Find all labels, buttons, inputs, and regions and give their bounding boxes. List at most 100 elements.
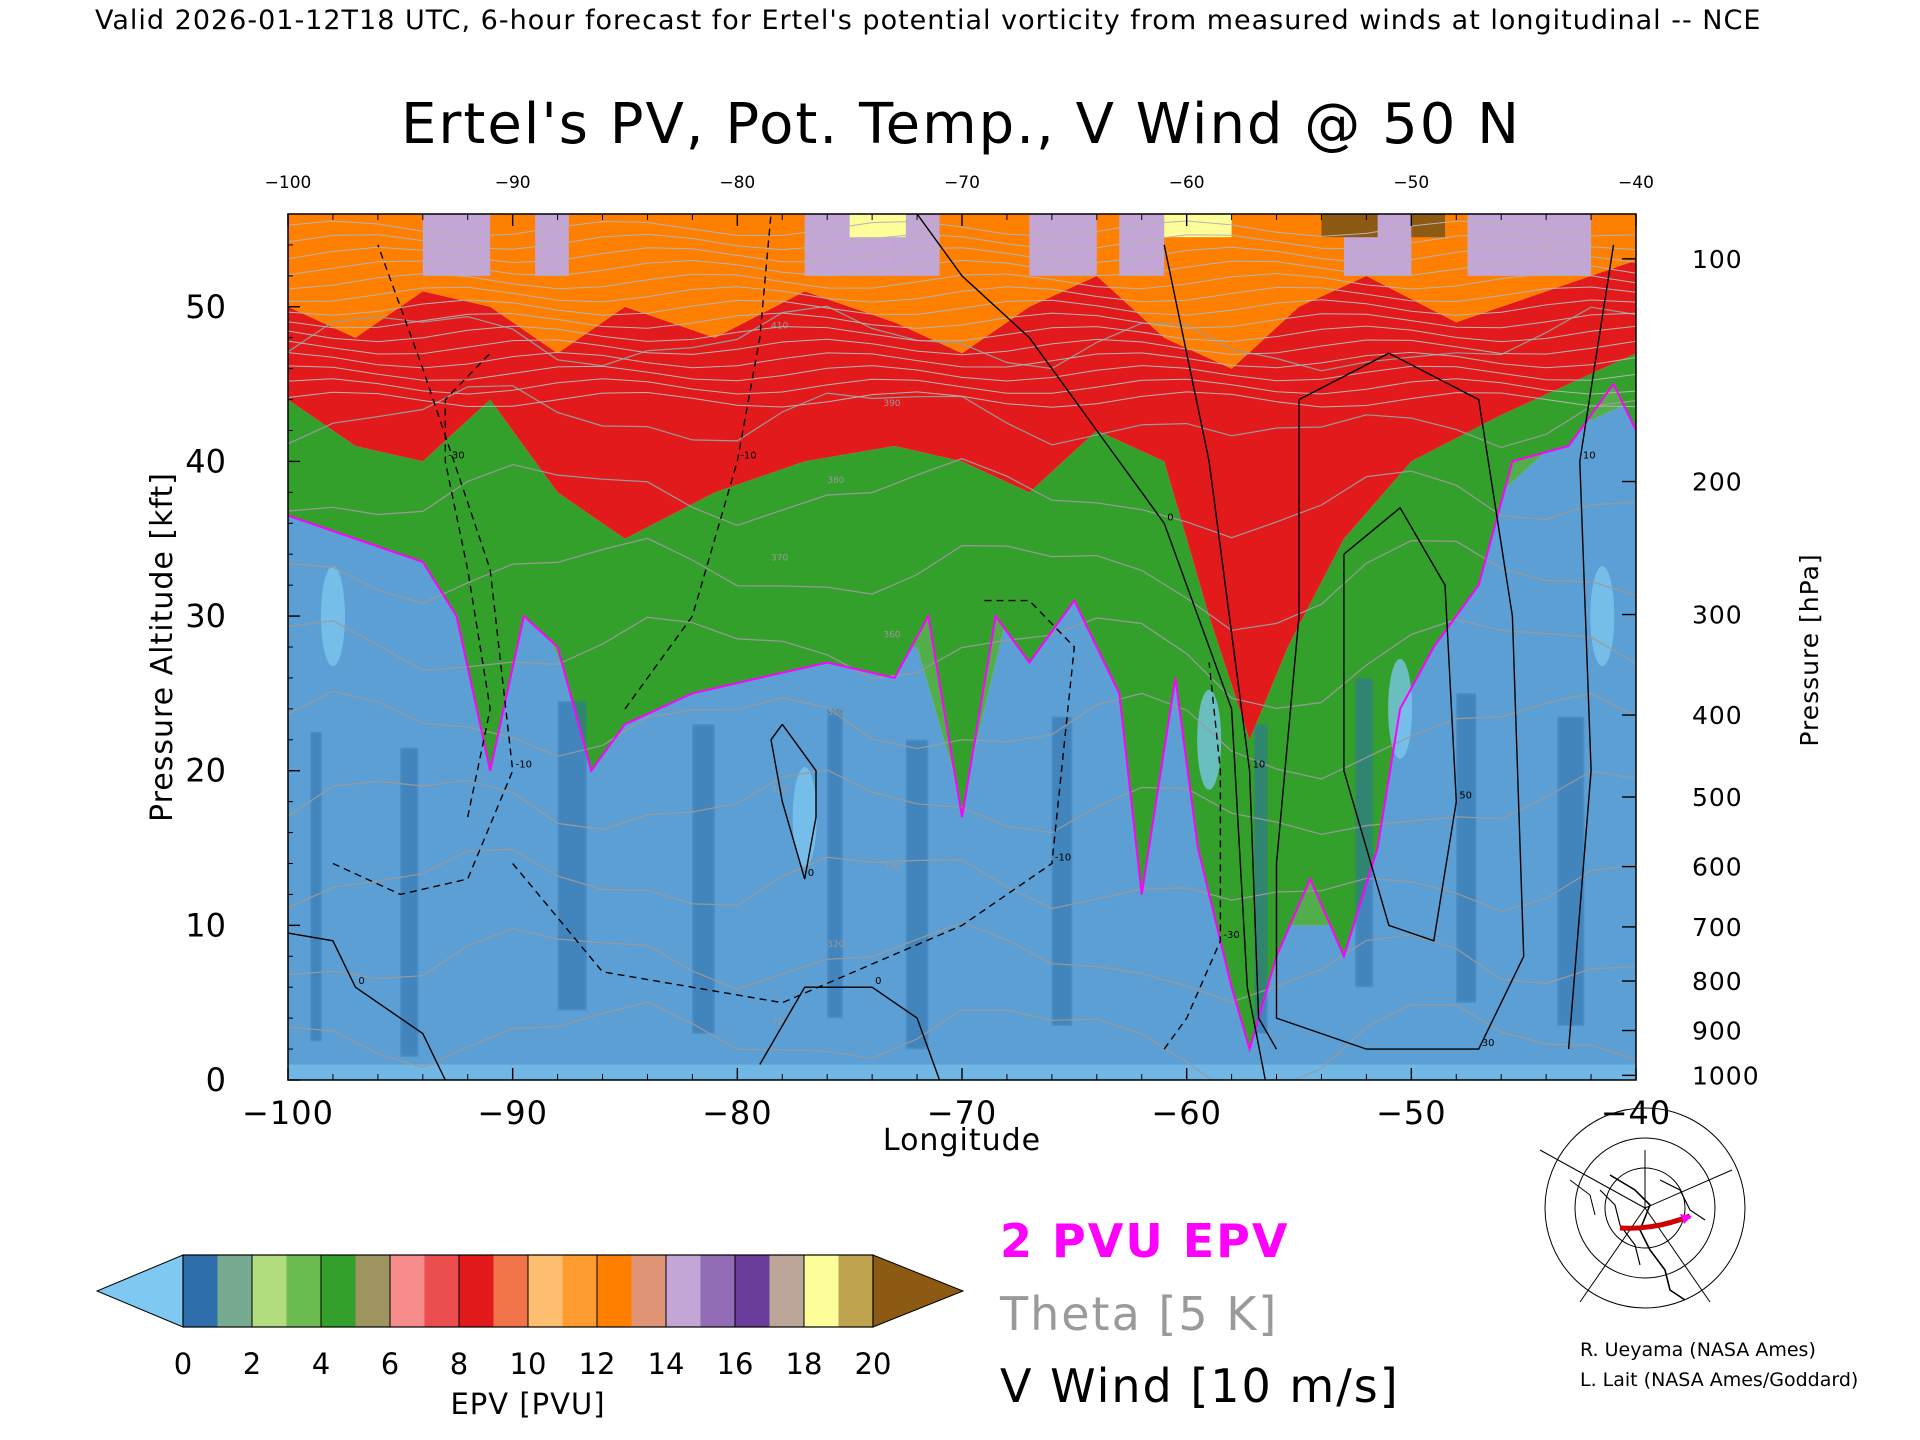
- theta-contour-350: [288, 690, 1636, 780]
- theta-contour-410: [288, 305, 1636, 372]
- pv-shade-dark-8: [1355, 677, 1374, 988]
- pressure-tick-label-4: 600: [1692, 853, 1743, 882]
- top-tick-label-1: −90: [495, 173, 531, 193]
- pv-shade-dark-1: [400, 747, 419, 1057]
- top-tick-label-5: −50: [1393, 173, 1429, 193]
- colorbar-segment-blend-2: [355, 1255, 390, 1327]
- y-tick-label-0: 0: [206, 1061, 226, 1099]
- colorbar-tick-label-1: 2: [243, 1347, 261, 1381]
- theta-contour-upper-10: [288, 259, 1636, 277]
- pressure-tick-label-2: 800: [1692, 967, 1743, 996]
- legend-theta: Theta [5 K]: [999, 1287, 1278, 1341]
- v-wind-label-zero-west: 0: [358, 976, 364, 987]
- y-axis-label-right: Pressure [hPa]: [1795, 553, 1824, 746]
- theta-contour-upper-3: [288, 351, 1636, 369]
- v-wind-label-neg10-mid: -10: [740, 450, 756, 461]
- pv-band-green-dark: [288, 353, 1636, 1050]
- x-tick-label-1: −90: [477, 1094, 548, 1132]
- colorbar-over-arrow: [872, 1254, 965, 1328]
- theta-contour-label-390: 390: [883, 399, 900, 409]
- colorbar-tick-label-8: 16: [717, 1347, 754, 1381]
- pv-band-troposphere: [288, 399, 1636, 1080]
- colorbar-tick-label-5: 10: [510, 1347, 547, 1381]
- colorbar-segment-blend-0: [217, 1255, 252, 1327]
- legend-2pvu: 2 PVU EPV: [1000, 1214, 1289, 1268]
- top-tick-label-3: −70: [944, 173, 980, 193]
- colorbar-tick-label-0: 0: [174, 1347, 192, 1381]
- pv-shade-dark-9: [1456, 693, 1477, 1003]
- colorbar-segment-blend-7: [700, 1255, 735, 1327]
- v-wind-label-east-edge: 10: [1583, 450, 1596, 461]
- theta-contour-340: [288, 769, 1636, 835]
- v-wind-label-neg10-low: -10: [1055, 853, 1071, 864]
- top-tick-label-4: −60: [1169, 173, 1205, 193]
- colorbar-tick-label-6: 12: [579, 1347, 616, 1381]
- x-axis-label: Longitude: [883, 1123, 1041, 1158]
- y-tick-label-4: 40: [185, 442, 226, 480]
- chart-title: Ertel's PV, Pot. Temp., V Wind @ 50 N: [401, 92, 1521, 157]
- v-wind-contour-zero-jet: [916, 214, 1266, 1080]
- pv-shade-light-2: [1197, 689, 1222, 790]
- theta-contour-320: [288, 921, 1636, 1003]
- v-wind-contour-neg10-low: [512, 599, 1076, 1004]
- v-wind-label-zero-jet: 0: [1167, 512, 1173, 523]
- pressure-tick-label-8: 200: [1692, 468, 1743, 497]
- colorbar-tick-label-2: 4: [312, 1347, 330, 1381]
- colorbar-under-arrow: [95, 1254, 184, 1328]
- pv-patch-high-2: [1321, 214, 1378, 238]
- v-wind-label-pos30: 30: [1482, 1038, 1495, 1049]
- pv-shade-dark-3: [692, 724, 715, 1034]
- v-wind-label-neg10-west: -10: [516, 760, 532, 771]
- theta-contour-330: [288, 848, 1636, 912]
- v-wind-contour-zero-cell-a: [770, 723, 817, 880]
- pressure-tick-label-1: 900: [1692, 1017, 1743, 1046]
- v-wind-contour-neg10-west: [332, 244, 514, 896]
- valid-header: Valid 2026-01-12T18 UTC, 6-hour forecast…: [95, 5, 1761, 36]
- theta-contour-upper-8: [288, 286, 1636, 303]
- top-tick-label-0: −100: [265, 173, 312, 193]
- pressure-tick-label-7: 300: [1692, 601, 1743, 630]
- x-tick-label-4: −60: [1151, 1094, 1222, 1132]
- theta-contour-label-310: 310: [771, 1017, 788, 1027]
- colorbar-segment-blend-8: [769, 1255, 804, 1327]
- theta-contour-upper-4: [288, 338, 1636, 356]
- v-wind-label-neg30-east: -30: [1223, 930, 1239, 941]
- top-tick-label-6: −40: [1618, 173, 1654, 193]
- v-wind-label-pos50: 50: [1459, 791, 1472, 802]
- v-wind-contour-zero-cell-b: [759, 986, 941, 1080]
- y-tick-label-5: 50: [185, 288, 226, 326]
- theta-contour-label-370: 370: [771, 553, 788, 563]
- v-wind-label-neg30-west: -30: [448, 450, 464, 461]
- colorbar-segment-blend-1: [286, 1255, 321, 1327]
- pv-shade-light-4: [1590, 566, 1615, 667]
- location-map: [1539, 1107, 1746, 1309]
- pv-shade-dark-0: [310, 732, 322, 1042]
- theta-contour-370: [288, 537, 1636, 631]
- v-wind-contour-pos10: [1163, 244, 1278, 1050]
- x-tick-label-5: −50: [1376, 1094, 1447, 1132]
- pressure-tick-label-0: 1000: [1692, 1061, 1760, 1090]
- v-wind-contour-neg10-mid: [624, 214, 772, 710]
- pv-patch-purple-8: [1546, 214, 1592, 276]
- legend-v-wind: V Wind [10 m/s]: [1000, 1359, 1400, 1413]
- theta-contour-310: [288, 1001, 1636, 1080]
- theta-contour-upper-6: [288, 312, 1636, 329]
- pressure-tick-label-6: 400: [1692, 701, 1743, 730]
- colorbar-segment-blend-4: [493, 1255, 528, 1327]
- theta-contour-upper-12: [288, 233, 1636, 251]
- pv-shade-dark-7: [1254, 724, 1268, 1034]
- x-tick-label-0: −100: [242, 1094, 334, 1132]
- v-wind-contour-east-edge: [1567, 244, 1615, 1050]
- theta-contour-upper-1: [288, 378, 1636, 395]
- v-wind-label-pos10: 10: [1253, 760, 1266, 771]
- colorbar-tick-label-10: 20: [855, 1347, 892, 1381]
- pressure-tick-label-5: 500: [1692, 783, 1743, 812]
- pv-shade-dark-6: [1051, 716, 1073, 1026]
- colorbar-label: EPV [PVU]: [450, 1387, 605, 1421]
- x-tick-label-2: −80: [702, 1094, 773, 1132]
- v-wind-contour-neg30-east: [1163, 662, 1222, 1050]
- pv-patch-purple-4: [1029, 214, 1097, 276]
- pv-patch-high-3: [1411, 214, 1446, 238]
- colorbar-tick-label-4: 8: [450, 1347, 468, 1381]
- legend: 2 PVU EPV Theta [5 K] V Wind [10 m/s]: [999, 1214, 1400, 1413]
